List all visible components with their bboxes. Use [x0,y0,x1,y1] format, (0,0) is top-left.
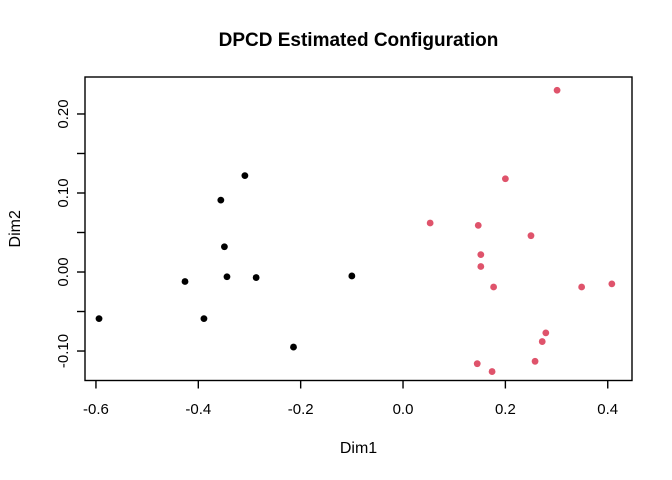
chart-title: DPCD Estimated Configuration [219,30,499,51]
data-point-cluster-2-red [474,221,482,229]
y-axis-label: Dim2 [7,210,24,247]
data-point-cluster-1-black [252,274,260,281]
data-point-cluster-1-black [200,315,208,323]
data-point-cluster-2-red [538,338,546,345]
data-point-cluster-2-red [542,329,550,337]
x-axis-label: Dim1 [340,440,377,457]
data-point-cluster-2-red [477,263,485,270]
data-points [95,86,616,375]
data-point-cluster-2-red [501,175,509,183]
axis-ticks: -0.6 -0.4 -0.2 0.0 0.2 0.4 -0.10 0.00 0.10 0.20 [55,99,618,418]
x-tick-label: -0.6 [83,401,109,418]
y-tick-label: 0.10 [55,178,72,207]
data-point-cluster-2-red [477,251,485,259]
y-tick-label: 0.00 [55,257,72,286]
data-point-cluster-1-black [290,343,297,351]
y-tick-label: -0.10 [55,334,72,368]
data-point-cluster-2-red [527,232,535,240]
data-point-cluster-2-red [426,219,434,227]
x-tick-label: 0.4 [597,401,618,418]
data-point-cluster-1-black [221,243,228,251]
data-point-cluster-1-black [241,172,249,180]
data-point-cluster-1-black [348,272,356,280]
data-point-cluster-1-black [223,273,231,281]
data-point-cluster-2-red [578,283,586,291]
data-point-cluster-1-black [217,196,225,204]
x-tick-label: 0.2 [495,401,516,418]
plot-area-border [84,76,633,382]
y-tick-label: 0.20 [55,99,72,128]
data-point-cluster-2-red [488,368,496,375]
x-tick-label: -0.2 [288,401,314,418]
data-point-cluster-2-red [553,86,561,94]
data-point-cluster-2-red [490,283,498,291]
data-point-cluster-1-black [181,278,189,285]
data-point-cluster-2-red [473,360,481,368]
x-tick-label: -0.4 [185,401,211,418]
data-point-cluster-2-red [608,280,616,288]
data-point-cluster-2-red [531,357,539,365]
x-tick-label: 0.0 [393,401,414,418]
data-point-cluster-1-black [95,315,103,323]
